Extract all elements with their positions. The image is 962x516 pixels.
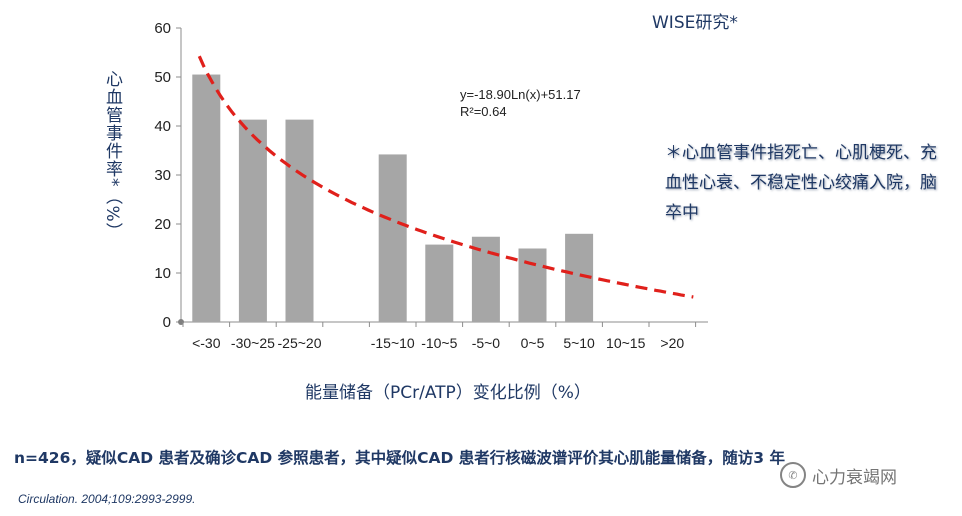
y-tick-label: 10	[154, 265, 171, 282]
y-axis: 0 10 20 30 40 50 60	[154, 20, 182, 331]
y-tick-label: 50	[154, 69, 171, 86]
x-tick-label: -25~20	[278, 335, 322, 351]
x-tick-label: >20	[660, 335, 684, 351]
bar	[471, 236, 500, 322]
bar	[425, 244, 454, 322]
y-axis-label-wrap: 心血管事件率*（%）	[100, 70, 126, 260]
wechat-icon: ✆	[780, 462, 806, 488]
x-tick-label: 5~10	[563, 335, 595, 351]
trendline	[197, 55, 694, 299]
x-tick-label: 0~5	[521, 335, 545, 351]
y-axis-label: 心血管事件率*（%）	[102, 70, 122, 241]
x-axis-label: 能量储备（PCr/ATP）变化比例（%）	[305, 383, 591, 403]
x-axis: <-30 -30~25 -25~20 -15~10 -10~5 -5~0 0~5 5~10 10…	[178, 319, 708, 351]
x-tick-label: 10~15	[606, 335, 646, 351]
citation: Circulation. 2004;109:2993-2999.	[18, 492, 196, 506]
x-tick-label: -10~5	[421, 335, 457, 351]
caption: n=426，疑似CAD 患者及确诊CAD 参照患者，其中疑似CAD 患者行核磁波…	[14, 449, 785, 467]
bar	[192, 74, 221, 322]
y-tick-label: 20	[154, 216, 171, 233]
footnote: ＊心血管事件指死亡、心肌梗死、充血性心衰、不稳定性心绞痛入院，脑卒中	[665, 143, 937, 223]
y-tick-label: 30	[154, 167, 171, 184]
trendline-curve	[197, 55, 694, 299]
y-tick-label: 60	[154, 20, 171, 37]
watermark: ✆ 心力衰竭网	[780, 462, 897, 488]
bar	[378, 154, 407, 322]
trendline-r-squared: R²=0.64	[460, 104, 507, 119]
trendline-equation: y=-18.90Ln(x)+51.17	[460, 87, 581, 102]
bar-series	[192, 74, 594, 322]
y-tick-label: 0	[163, 314, 171, 331]
trendline-annotation: y=-18.90Ln(x)+51.17 R²=0.64	[460, 86, 581, 120]
bar	[285, 119, 314, 322]
chart-title: WISE研究*	[652, 13, 738, 33]
y-tick-label: 40	[154, 118, 171, 135]
watermark-text: 心力衰竭网	[812, 467, 897, 488]
bar	[238, 119, 267, 322]
x-tick-label: -30~25	[231, 335, 275, 351]
bar	[518, 248, 547, 322]
x-tick-label: -15~10	[371, 335, 415, 351]
x-tick-label: <-30	[192, 335, 221, 351]
x-tick-label: -5~0	[472, 335, 501, 351]
